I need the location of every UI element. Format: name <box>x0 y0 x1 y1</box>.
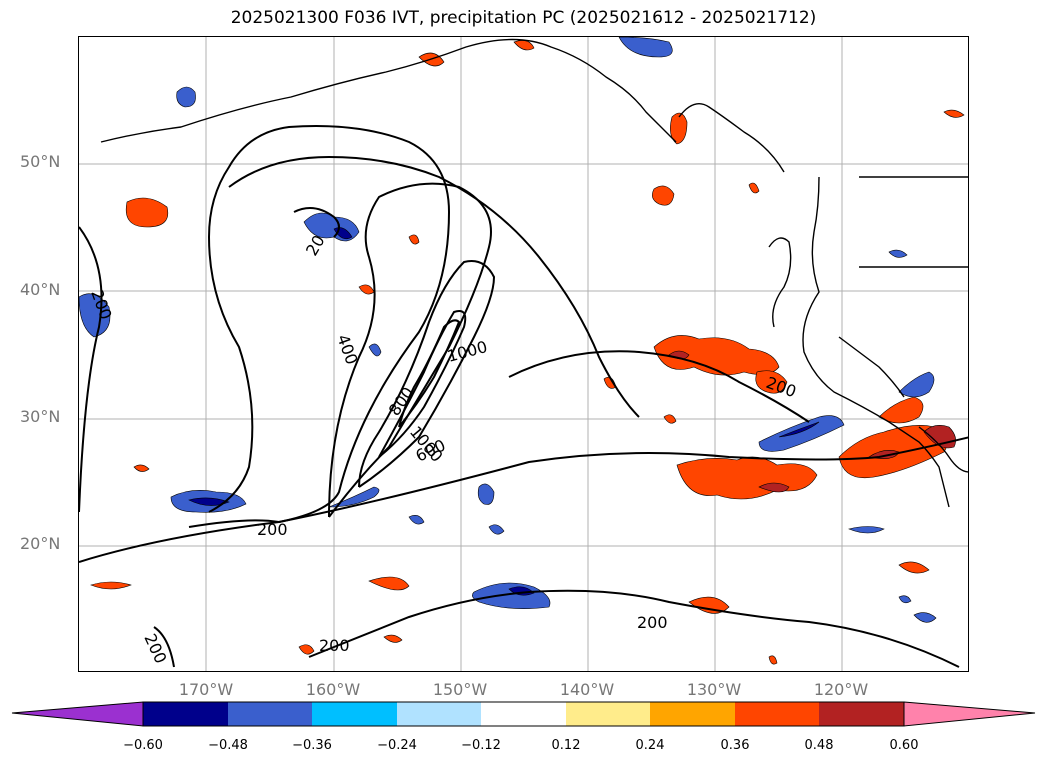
precip-positive-patches <box>90 40 965 665</box>
ivt-contour-200 <box>508 350 810 423</box>
precip-patch <box>188 497 230 506</box>
ivt-contour-200 <box>308 589 960 668</box>
ivt-contour-200 <box>228 155 640 418</box>
colorbar-bin <box>397 702 481 726</box>
lat-label-50n: 50°N <box>20 152 61 171</box>
precip-patch <box>913 612 937 623</box>
precip-patch <box>653 335 780 376</box>
precip-patch <box>125 197 169 228</box>
precip-patch <box>408 515 425 525</box>
lon-label-170w: 170°W <box>178 680 234 699</box>
colorbar-tick: 0.36 <box>720 738 750 753</box>
precip-patch <box>408 234 420 245</box>
ivt-contour-200 <box>79 226 103 513</box>
precip-patch <box>472 582 551 609</box>
colorbar-tick: −0.36 <box>292 738 332 753</box>
colorbar-extend-low <box>11 701 144 727</box>
precip-patch <box>888 249 908 258</box>
colorbar-bin <box>819 702 904 726</box>
precip-patch <box>748 182 760 194</box>
precip-patch <box>358 284 375 295</box>
ivt-contour-200 <box>153 626 175 668</box>
colorbar-bin <box>312 702 397 726</box>
precip-patch <box>898 595 912 604</box>
ivt-contour-200 <box>79 125 451 563</box>
colorbar-bin <box>143 702 228 726</box>
precip-negative-patches <box>79 37 937 623</box>
precip-patch <box>368 576 410 591</box>
lon-label-140w: 140°W <box>559 680 615 699</box>
colorbar-bin <box>650 702 735 726</box>
contour-label: 400 <box>333 332 361 367</box>
colorbar-tick: 0.12 <box>551 738 581 753</box>
precip-patch <box>652 185 675 206</box>
precip-patch <box>90 581 132 590</box>
precip-patch <box>368 343 382 357</box>
graticule <box>79 37 968 671</box>
precip-patch <box>943 109 965 118</box>
ivt-contour-20 <box>293 207 340 238</box>
contour-label: 200 <box>140 631 170 667</box>
precip-patch <box>758 415 845 452</box>
colorbar <box>11 701 1036 727</box>
colorbar-tick: 0.48 <box>804 738 834 753</box>
colorbar-bin <box>228 702 312 726</box>
colorbar-extend-high <box>903 701 1036 727</box>
map-panel: 200 400 1000 800 1000 600 20 200 200 200… <box>78 36 969 672</box>
precip-patch <box>298 644 315 655</box>
colorbar-tick: −0.48 <box>208 738 248 753</box>
colorbar-tick: −0.12 <box>461 738 501 753</box>
colorbar-bin <box>735 702 819 726</box>
colorbar-bin <box>566 702 650 726</box>
precip-patch <box>383 634 403 643</box>
precip-patch <box>758 482 790 493</box>
precip-patch <box>513 40 535 51</box>
precip-patch <box>898 561 930 574</box>
ivt-contours <box>79 125 968 668</box>
ivt-contour-200 <box>278 436 968 523</box>
lon-label-120w: 120°W <box>813 680 869 699</box>
ivt-contour-600 <box>358 260 496 488</box>
lat-label-20n: 20°N <box>20 534 61 553</box>
precip-patch <box>848 526 885 534</box>
precip-patch <box>778 421 820 438</box>
ivt-contour-800 <box>378 310 467 458</box>
precip-patch <box>670 112 688 145</box>
precip-patch <box>688 596 730 614</box>
contour-label-extra: 200 <box>319 636 350 655</box>
colorbar-tick: 0.24 <box>635 738 665 753</box>
map-canvas: 200 400 1000 800 1000 600 20 200 200 200… <box>79 37 968 671</box>
coastlines <box>100 38 968 508</box>
precip-patch <box>878 396 924 424</box>
precip-patch <box>676 456 818 500</box>
colorbar-tick: −0.24 <box>377 738 417 753</box>
ivt-contour-200 <box>188 519 280 528</box>
precip-patch <box>618 37 673 58</box>
precip-patch <box>898 371 935 398</box>
precip-patch <box>768 655 778 665</box>
colorbar-bin <box>481 702 566 726</box>
map-title: 2025021300 F036 IVT, precipitation PC (2… <box>230 8 817 28</box>
precip-patch <box>488 524 505 535</box>
contour-label: 200 <box>637 613 668 632</box>
precip-patch <box>477 483 495 505</box>
precip-patch <box>663 414 677 424</box>
precip-patch <box>755 370 788 394</box>
lon-label-160w: 160°W <box>305 680 361 699</box>
precip-patch <box>133 464 150 472</box>
lat-label-30n: 30°N <box>20 407 61 426</box>
lat-label-40n: 40°N <box>20 280 61 299</box>
colorbar-tick: −0.60 <box>123 738 163 753</box>
ivt-contour-1000 <box>398 319 461 428</box>
colorbar-tick: 0.60 <box>889 738 919 753</box>
lon-label-130w: 130°W <box>686 680 742 699</box>
lon-label-150w: 150°W <box>432 680 488 699</box>
precip-patch <box>176 86 196 108</box>
contour-label: 200 <box>257 520 288 539</box>
